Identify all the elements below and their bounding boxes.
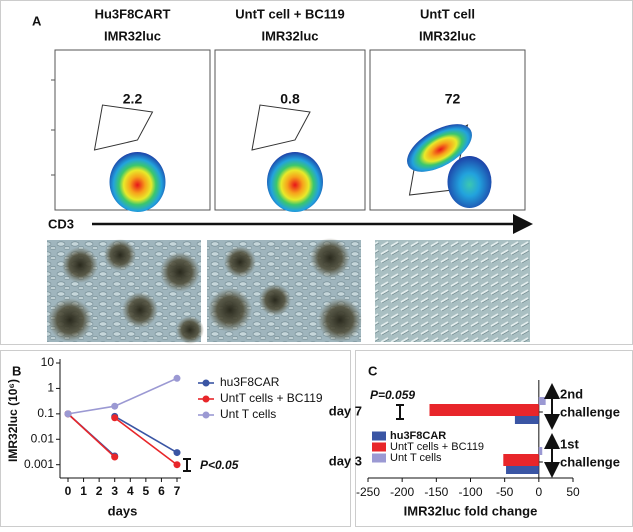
bar	[538, 447, 543, 455]
population	[407, 124, 472, 172]
challenge-label: 1st	[560, 436, 579, 451]
y-axis-label: IMR32luc (10⁶)	[6, 379, 20, 462]
column-title: IMR32luc	[419, 28, 476, 43]
panel-label: A	[32, 13, 42, 28]
axis-label: CD3	[48, 216, 74, 231]
x-tick-label: -100	[458, 485, 482, 499]
legend-label: UntT cells + BC119	[220, 391, 323, 405]
x-tick-label: 0	[535, 485, 542, 499]
x-tick-label: -250	[356, 485, 380, 499]
column-title: IMR32luc	[104, 28, 161, 43]
x-tick-label: 3	[111, 484, 118, 498]
x-tick-label: -50	[496, 485, 514, 499]
legend-swatch	[372, 453, 386, 463]
x-tick-label: 5	[143, 484, 150, 498]
column-title: UntT cell + BC119	[235, 6, 344, 21]
annotation: P=0.059	[370, 388, 415, 402]
plot-frame	[369, 49, 526, 211]
data-point	[111, 414, 119, 422]
legend-swatch	[372, 431, 386, 441]
x-tick-label: 6	[158, 484, 165, 498]
x-axis-label: days	[108, 503, 138, 518]
category-label: day 7	[329, 403, 362, 418]
bar	[503, 454, 539, 466]
bar	[538, 397, 546, 405]
legend-label: Unt T cells	[390, 452, 442, 464]
significance-bar	[183, 458, 191, 472]
flow-plots	[51, 49, 526, 212]
population	[447, 156, 492, 208]
y-tick-label: 0.01	[31, 431, 55, 445]
legend-label: UntT cells + BC119	[390, 441, 484, 453]
challenge-label: 2nd	[560, 386, 583, 401]
data-point	[64, 410, 72, 418]
legend-label: hu3F8CAR	[220, 375, 280, 389]
gate-percent: 0.8	[280, 91, 300, 107]
series-line	[67, 377, 178, 415]
bar	[429, 404, 539, 416]
y-tick-label: 10	[41, 355, 55, 369]
data-point	[173, 374, 181, 382]
y-tick-label: 0.1	[37, 406, 54, 420]
population	[267, 152, 323, 212]
significance-bar	[396, 404, 404, 420]
data-point	[111, 453, 119, 461]
column-title: IMR32luc	[261, 28, 318, 43]
y-tick-label: 0.001	[24, 457, 54, 471]
legend-marker	[202, 395, 210, 403]
data-point	[173, 461, 181, 469]
legend-swatch	[372, 442, 386, 452]
series-line	[67, 413, 178, 466]
challenge-label: challenge	[560, 404, 620, 419]
population	[109, 152, 166, 212]
bar	[514, 416, 539, 424]
challenge-label: challenge	[560, 454, 620, 469]
x-tick-label: 4	[127, 484, 134, 498]
x-tick-label: 2	[96, 484, 103, 498]
micrographs	[47, 238, 530, 344]
gate	[93, 104, 154, 151]
panel-label: B	[12, 363, 21, 378]
column-title: UntT cell	[420, 6, 475, 21]
legend-label: Unt T cells	[220, 407, 276, 421]
series-line	[67, 413, 178, 457]
x-tick-label: 1	[80, 484, 87, 498]
gate-percent: 2.2	[123, 91, 143, 107]
panel-label: C	[368, 363, 378, 378]
data-point	[111, 402, 119, 410]
x-tick-label: -150	[424, 485, 448, 499]
legend-marker	[202, 379, 210, 387]
y-tick-label: 1	[47, 381, 54, 395]
x-tick-label: 50	[566, 485, 580, 499]
legend-label: hu3F8CAR	[390, 430, 446, 442]
annotation: P<0.05	[200, 458, 239, 472]
x-tick-label: 0	[65, 484, 72, 498]
data-point	[173, 449, 181, 457]
gate-percent: 72	[445, 91, 461, 107]
category-label: day 3	[329, 453, 362, 468]
x-tick-label: 7	[174, 484, 181, 498]
x-axis-label: IMR32luc fold change	[404, 503, 538, 518]
x-tick-label: -200	[390, 485, 414, 499]
gate	[251, 104, 311, 151]
column-title: Hu3F8CART	[95, 6, 171, 21]
legend-marker	[202, 411, 210, 419]
bar	[506, 466, 539, 474]
